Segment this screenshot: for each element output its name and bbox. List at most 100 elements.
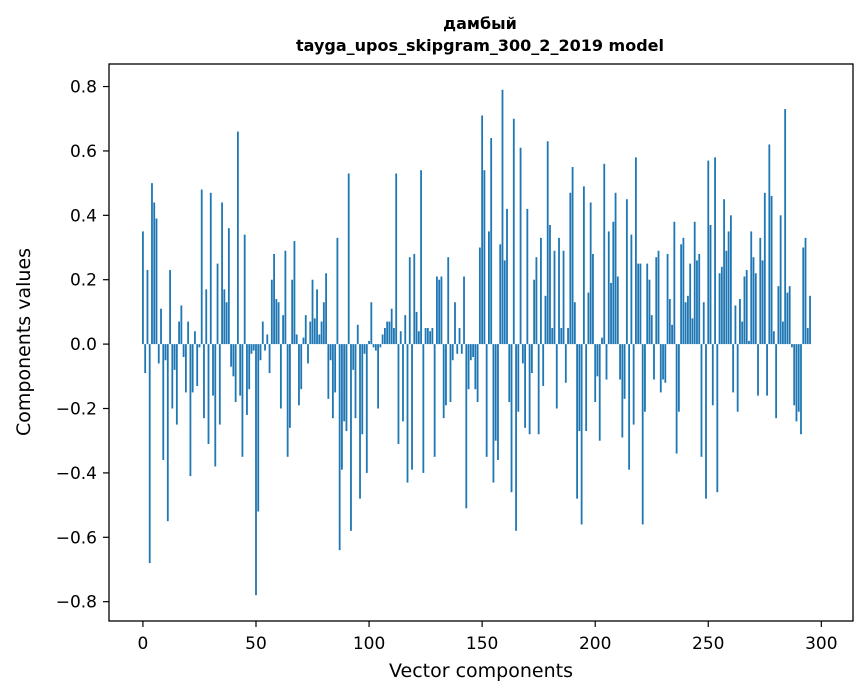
bar [682, 237, 685, 345]
bar [732, 344, 735, 393]
bar [623, 344, 626, 399]
bar [415, 311, 418, 345]
bar [653, 344, 655, 380]
bar [757, 344, 759, 396]
bar [727, 231, 730, 345]
bar [402, 344, 404, 422]
bar [347, 173, 350, 345]
bars-group [142, 89, 811, 596]
bar [352, 344, 355, 370]
bar [463, 276, 465, 345]
bar [460, 344, 463, 354]
bar [309, 321, 312, 345]
bar [374, 344, 377, 351]
bar [508, 344, 511, 403]
bar [700, 344, 703, 457]
bar [406, 344, 409, 483]
bar [153, 202, 156, 345]
bar [603, 163, 606, 345]
bar [562, 250, 565, 345]
x-tick-label: 200 [579, 634, 611, 654]
bar [650, 315, 653, 345]
bar [515, 344, 517, 531]
bar [426, 328, 429, 345]
bar [576, 344, 579, 499]
bar [546, 141, 549, 345]
bar [331, 344, 334, 419]
bar [241, 344, 244, 457]
bar [325, 273, 327, 345]
bar [492, 344, 495, 483]
bar [540, 237, 542, 345]
bar [802, 247, 805, 345]
bar [413, 253, 416, 345]
bar [535, 257, 538, 345]
bar [456, 344, 459, 354]
bar [714, 157, 716, 345]
bar [472, 344, 474, 357]
bar [625, 199, 628, 345]
bar [478, 247, 481, 345]
bar [383, 328, 386, 345]
bar [341, 344, 343, 470]
bar [196, 344, 199, 386]
bar [512, 118, 515, 345]
bar [698, 253, 701, 345]
bar [729, 215, 732, 345]
bar [549, 224, 551, 345]
bar [616, 276, 619, 345]
bar [433, 344, 436, 457]
bar [691, 318, 694, 345]
bar [537, 344, 540, 435]
bar [234, 344, 237, 403]
bar [662, 344, 664, 380]
bar [734, 305, 737, 345]
bar [257, 344, 260, 512]
bar [390, 308, 393, 345]
bar [775, 344, 778, 419]
bar [558, 237, 560, 345]
bar [564, 344, 567, 383]
bar [748, 340, 750, 345]
bar [680, 244, 683, 345]
y-axis: −0.8 −0.6 −0.4 −0.2 0.0 0.2 0.4 0.6 0.8 [56, 78, 109, 613]
bar [648, 279, 651, 345]
bar [200, 189, 203, 345]
bar [592, 253, 594, 345]
bar [189, 344, 192, 477]
y-tick-label: 0.6 [70, 142, 97, 162]
bar [205, 289, 208, 345]
chart-title: дамбый [443, 14, 517, 33]
bar [646, 263, 649, 345]
bar [155, 218, 158, 345]
bar [284, 250, 287, 345]
bar [397, 344, 400, 444]
bar [501, 89, 504, 345]
bar [146, 270, 149, 345]
bar [227, 228, 230, 345]
bar [506, 208, 508, 345]
bar [180, 305, 183, 345]
bar [806, 328, 809, 345]
bar [644, 344, 646, 412]
bar [483, 170, 486, 345]
bar [212, 344, 214, 396]
bar [293, 241, 296, 345]
bar [282, 315, 285, 345]
bar [198, 344, 201, 348]
bar [720, 266, 723, 345]
bar [431, 328, 434, 345]
bar [300, 344, 303, 390]
bar [781, 321, 784, 345]
bar [671, 324, 673, 345]
y-tick-label: −0.2 [56, 400, 97, 420]
bar [736, 344, 739, 412]
bar [169, 270, 171, 345]
bar [594, 344, 597, 403]
bar [151, 183, 153, 345]
bar [214, 344, 217, 467]
bar [381, 334, 384, 345]
bar [795, 344, 798, 422]
bar [481, 115, 484, 345]
bar [655, 257, 658, 345]
